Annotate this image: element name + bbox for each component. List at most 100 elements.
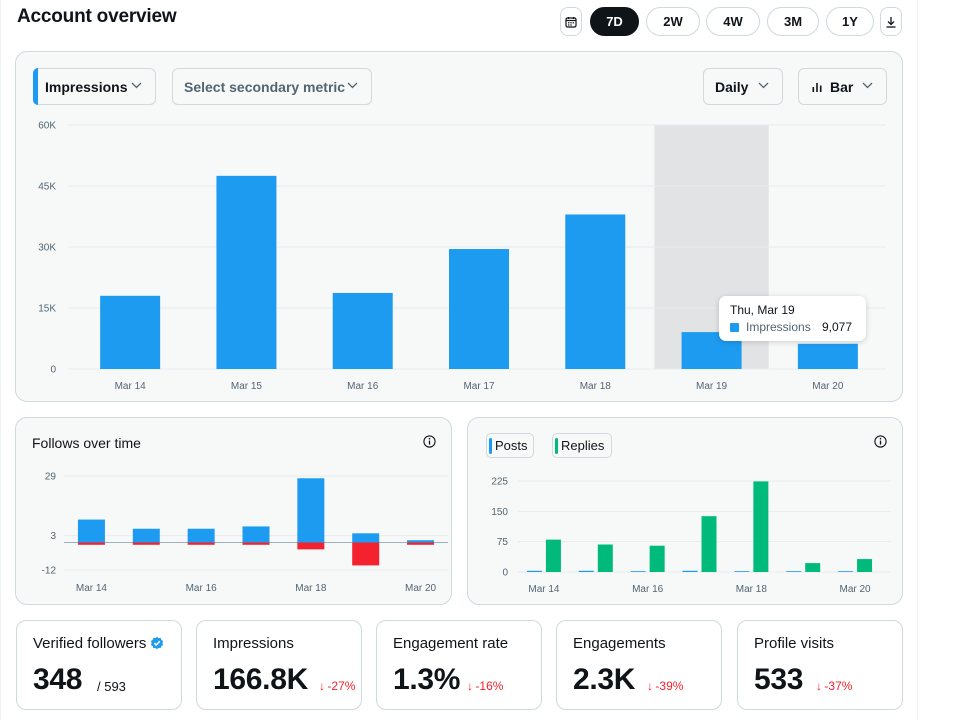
- follows-bar: [77, 519, 105, 543]
- impressions-chart-card: Impressions Select secondary metric Dail…: [15, 51, 903, 402]
- verified-badge-icon: [151, 636, 164, 650]
- stat-label: Profile visits: [754, 635, 835, 652]
- replies-bar: [857, 559, 873, 572]
- secondary-metric-select[interactable]: Select secondary metric: [172, 68, 372, 105]
- primary-metric-select[interactable]: Impressions: [33, 68, 156, 105]
- stat-value: 2.3K: [573, 663, 636, 696]
- stat-delta-value: -37%: [824, 679, 853, 693]
- unfollows-bar: [132, 542, 160, 545]
- left-divider: [0, 0, 1, 720]
- stat-delta-value: -27%: [327, 679, 356, 693]
- y-tick-label: -12: [42, 566, 57, 577]
- impressions-bar: [449, 249, 509, 369]
- stat-verified-followers[interactable]: Verified followers 348 / 593: [16, 620, 182, 710]
- x-tick-label: Mar 20: [405, 583, 437, 594]
- info-icon[interactable]: [874, 435, 887, 448]
- stat-engagement-rate[interactable]: Engagement rate 1.3% ↓ -16%: [376, 620, 542, 710]
- x-tick-label: Mar 16: [347, 381, 379, 392]
- range-4w-button[interactable]: 4W: [706, 7, 760, 36]
- stat-delta-value: -16%: [475, 679, 504, 693]
- stat-label: Engagements: [573, 635, 666, 652]
- posts-replies-chart-card: Posts Replies 0 75 150 225 Mar 14 Mar 16 Mar 1…: [467, 417, 903, 605]
- x-tick-label: Mar 14: [528, 584, 560, 595]
- stat-value: 533: [754, 663, 804, 696]
- calendar-button[interactable]: [560, 7, 582, 36]
- tooltip-date: Thu, Mar 19: [730, 303, 795, 317]
- stat-label: Engagement rate: [393, 635, 509, 652]
- tooltip-value: 9,077: [822, 320, 853, 334]
- x-tick-label: Mar 14: [115, 381, 147, 392]
- stat-label-text: Verified followers: [33, 635, 147, 652]
- chart-tooltip: Thu, Mar 19 Impressions 9,077: [719, 296, 866, 341]
- impressions-bar-chart: 0 15K 30K 45K 60K Mar 14 Mar 15 Mar 16 Mar 17 Mar…: [38, 121, 886, 392]
- x-tick-label: Mar 18: [736, 584, 768, 595]
- x-tick-label: Mar 20: [840, 584, 872, 595]
- chevron-down-icon: [862, 82, 873, 89]
- legend-posts-label: Posts: [495, 438, 528, 453]
- stat-delta: ↓ -16%: [467, 679, 504, 693]
- replies-bar: [701, 516, 717, 572]
- stat-impressions[interactable]: Impressions 166.8K ↓ -27%: [196, 620, 362, 710]
- impressions-bar: [332, 292, 393, 369]
- y-tick-label: 3: [50, 531, 56, 542]
- posts-bar: [786, 571, 802, 572]
- stat-value: 348: [33, 663, 83, 696]
- page-title: Account overview: [17, 6, 177, 27]
- tooltip-series-swatch: [730, 323, 739, 332]
- info-icon[interactable]: [423, 435, 436, 448]
- replies-bar: [545, 539, 561, 572]
- chart-type-select[interactable]: Bar: [798, 68, 887, 105]
- posts-bar: [682, 570, 698, 572]
- stat-value: 1.3%: [393, 663, 461, 696]
- stat-engagements[interactable]: Engagements 2.3K ↓ -39%: [556, 620, 722, 710]
- right-divider: [917, 0, 918, 720]
- stat-value: 166.8K: [213, 663, 308, 696]
- stat-sub: / 593: [97, 679, 126, 694]
- unfollows-bar: [77, 542, 105, 545]
- follows-bar: [407, 540, 435, 543]
- follows-bar: [352, 533, 380, 543]
- granularity-select[interactable]: Daily: [703, 68, 783, 105]
- y-tick-label: 29: [45, 472, 57, 483]
- x-tick-label: Mar 19: [696, 381, 728, 392]
- range-3m-button[interactable]: 3M: [767, 7, 819, 36]
- download-button[interactable]: [880, 7, 902, 36]
- range-7d-button[interactable]: 7D: [590, 7, 639, 36]
- impressions-bar: [216, 175, 277, 369]
- x-tick-label: Mar 16: [186, 583, 218, 594]
- legend-replies-toggle[interactable]: Replies: [552, 433, 612, 458]
- range-2w-button[interactable]: 2W: [646, 7, 700, 36]
- tooltip-series-name: Impressions: [746, 320, 811, 334]
- legend-posts-toggle[interactable]: Posts: [486, 433, 534, 458]
- replies-bar: [649, 545, 665, 572]
- stat-label: Impressions: [213, 635, 294, 652]
- unfollows-bar: [187, 542, 215, 545]
- range-1y-button[interactable]: 1Y: [826, 7, 874, 36]
- impressions-bar: [100, 295, 161, 369]
- secondary-metric-label: Select secondary metric: [184, 78, 346, 95]
- replies-bar: [753, 481, 769, 572]
- x-tick-label: Mar 17: [463, 381, 495, 392]
- impressions-bar: [565, 214, 626, 369]
- follows-bar: [242, 526, 270, 543]
- chart-type-label: Bar: [830, 78, 854, 95]
- unfollows-bar: [297, 542, 325, 550]
- unfollows-bar: [407, 542, 435, 545]
- x-tick-label: Mar 15: [231, 381, 263, 392]
- replies-bar: [597, 544, 613, 572]
- posts-replies-bar-chart: 0 75 150 225 Mar 14 Mar 16 Mar 18 Mar 20: [491, 477, 891, 595]
- y-tick-label: 15K: [38, 304, 56, 315]
- follows-chart-title: Follows over time: [32, 435, 141, 451]
- chevron-down-icon: [758, 82, 769, 89]
- granularity-label: Daily: [715, 78, 749, 95]
- posts-bar: [526, 570, 542, 572]
- legend-replies-label: Replies: [561, 438, 605, 453]
- posts-bar: [630, 571, 646, 572]
- chevron-down-icon: [131, 82, 142, 89]
- stat-profile-visits[interactable]: Profile visits 533 ↓ -37%: [737, 620, 903, 710]
- y-tick-label: 0: [50, 365, 56, 376]
- follows-bar: [297, 478, 325, 543]
- y-tick-label: 60K: [38, 121, 56, 132]
- stat-delta: ↓ -27%: [319, 679, 356, 693]
- impressions-bar: [797, 343, 858, 369]
